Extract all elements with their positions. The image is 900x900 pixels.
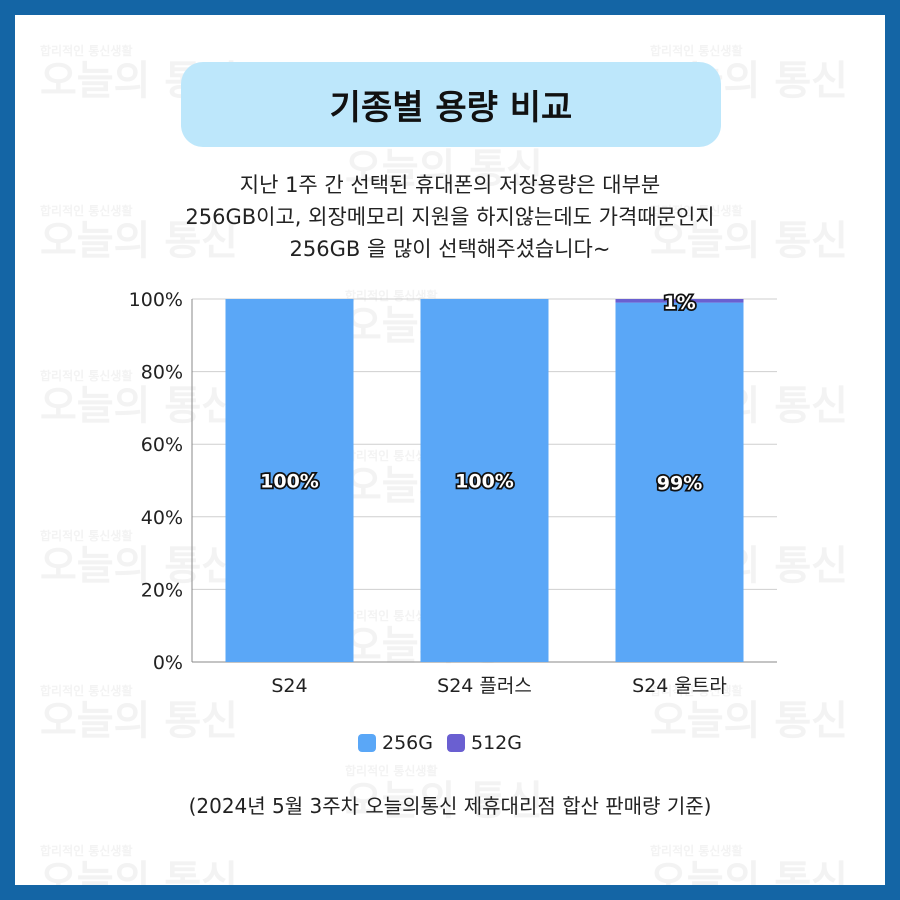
y-tick-label: 100%	[129, 289, 183, 311]
y-tick-label: 80%	[141, 362, 183, 384]
y-tick-label: 60%	[141, 434, 183, 456]
stacked-bar-chart: 0% 20% 40% 60% 80% 100% S24 S24 플러스 S24 울트라 100% 1…	[129, 289, 777, 697]
bar-256g-1	[420, 299, 549, 662]
bar-512g-2	[615, 299, 744, 303]
legend-label-512g: 512G	[471, 732, 522, 754]
legend: 256G 512G	[358, 732, 536, 754]
title-banner: 기종별 용량 비교	[181, 62, 721, 147]
source-note: (2024년 5월 3주차 오늘의통신 제휴대리점 합산 판매량 기준)	[188, 794, 712, 818]
x-tick-label: S24	[271, 675, 307, 697]
data-label: 100%	[455, 471, 514, 493]
x-tick-label: S24 울트라	[632, 675, 727, 697]
data-label: 99%	[657, 472, 702, 494]
y-tick-label: 40%	[141, 507, 183, 529]
y-tick-label: 0%	[153, 652, 183, 674]
data-label: 1%	[663, 292, 695, 314]
data-label: 100%	[260, 471, 319, 493]
legend-item-512g: 512G	[447, 732, 522, 754]
description-line-3: 256GB 을 많이 선택해주셨습니다~	[289, 237, 611, 261]
description-line-2: 256GB이고, 외장메모리 지원을 하지않는데도 가격때문인지	[185, 205, 715, 229]
legend-item-256g: 256G	[358, 732, 433, 754]
bar-256g-0	[225, 299, 354, 662]
legend-swatch-256g	[358, 734, 376, 752]
y-tick-label: 20%	[141, 579, 183, 601]
description-line-1: 지난 1주 간 선택된 휴대폰의 저장용량은 대부분	[239, 173, 661, 197]
bar-256g-2	[615, 302, 744, 662]
legend-swatch-512g	[447, 734, 465, 752]
page-title: 기종별 용량 비교	[329, 88, 573, 128]
x-tick-label: S24 플러스	[437, 675, 532, 697]
legend-label-256g: 256G	[382, 732, 433, 754]
